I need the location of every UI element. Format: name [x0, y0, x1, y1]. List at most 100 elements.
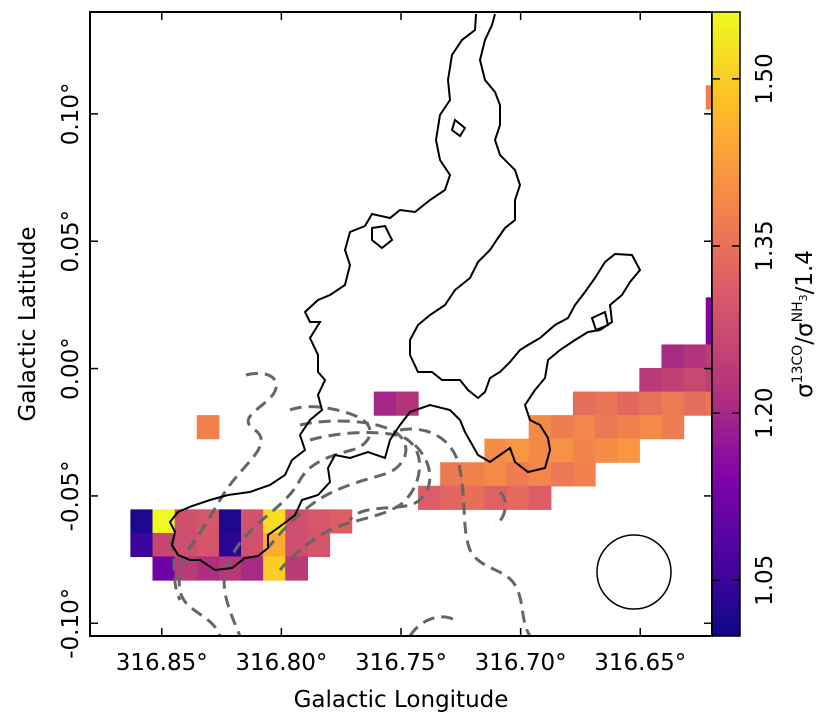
heatmap-cell	[130, 532, 154, 558]
dashed-contour-3	[266, 419, 408, 549]
heatmap-cell	[506, 462, 530, 487]
heatmap-cell	[550, 415, 574, 440]
y-tick-label: 0.00°	[58, 337, 84, 400]
heatmap-cell	[418, 485, 441, 510]
heatmap-cell	[484, 462, 508, 487]
heatmap-cell	[595, 438, 618, 463]
heatmap-cell	[196, 415, 220, 440]
beam-circle	[596, 534, 672, 610]
y-tick-label: 0.05°	[58, 210, 84, 273]
dashed-contour-2	[222, 405, 372, 636]
heatmap-cell	[130, 509, 154, 534]
heatmap-cell	[750, 321, 773, 345]
heatmap-cell	[241, 509, 264, 534]
heatmap-cell	[550, 438, 574, 463]
x-tick-label: 316.85°	[116, 650, 208, 676]
solid-contour-notch	[371, 224, 394, 250]
heatmap-cell	[617, 391, 640, 416]
colorbar: 1.05 1.20 1.35 1.50 σ13CO/σNH3/1.4	[711, 11, 818, 637]
heatmap-cell	[816, 156, 830, 180]
heatmap-cell	[152, 532, 176, 558]
x-axis-ticks: 316.85° 316.80° 316.75° 316.70° 316.65°	[116, 12, 686, 676]
heatmap-cell	[816, 132, 830, 156]
plot-area: 316.85° 316.80° 316.75° 316.70° 316.65° 0.10…	[58, 11, 830, 676]
heatmap-cell	[528, 415, 552, 440]
heatmap-cell	[794, 180, 817, 204]
heatmap-cell	[661, 391, 685, 416]
heatmap-cell	[196, 509, 220, 534]
colorbar-tick-label: 1.05	[752, 555, 778, 606]
heatmap-cell	[285, 556, 308, 581]
heatmap-cell	[506, 485, 530, 510]
y-axis-label: Galactic Latitude	[15, 226, 41, 421]
colorbar-gradient	[712, 12, 740, 636]
heatmap-cell	[285, 532, 308, 558]
heatmap-cell	[174, 509, 198, 534]
contour-lines	[168, 13, 642, 636]
heatmap-cell	[572, 438, 596, 463]
y-tick-label: -0.05°	[58, 460, 84, 531]
x-tick-label: 316.75°	[355, 650, 447, 676]
heatmap-cell	[794, 227, 817, 251]
heatmap-cell	[617, 438, 640, 463]
heatmap-cell	[750, 297, 773, 321]
x-tick-label: 316.70°	[475, 650, 567, 676]
solid-contour-main	[168, 13, 642, 572]
heatmap-cell	[440, 485, 463, 510]
heatmap-cell	[794, 203, 817, 227]
heatmap-cell	[152, 509, 176, 534]
colorbar-tick-label: 1.35	[752, 220, 778, 271]
heatmap-cell	[683, 391, 707, 416]
heatmap-cell	[528, 438, 552, 463]
solid-contour-inner	[450, 118, 467, 138]
heatmap-cell	[263, 556, 286, 581]
x-axis-label: Galactic Longitude	[294, 687, 509, 713]
heatmap-cell	[462, 485, 486, 510]
heatmap-cell	[395, 391, 419, 416]
heatmap-cell	[550, 462, 574, 487]
heatmap-cell	[639, 391, 663, 416]
dashed-contour-7	[494, 490, 507, 527]
y-axis-ticks: 0.10° 0.05° 0.00° -0.05° -0.10°	[58, 83, 712, 659]
heatmap-cell	[440, 462, 463, 487]
heatmap-cell	[241, 532, 264, 558]
heatmap-pixels	[130, 85, 830, 581]
heatmap-cell	[307, 509, 331, 534]
heatmap-cell	[528, 485, 552, 510]
colorbar-tick-label: 1.50	[752, 53, 778, 104]
heatmap-cell	[329, 509, 353, 534]
heatmap-cell	[639, 368, 663, 393]
heatmap-cell	[617, 415, 640, 440]
y-tick-label: 0.10°	[58, 83, 84, 146]
heatmap-cell	[174, 532, 198, 558]
heatmap-cell	[152, 556, 176, 581]
heatmap-cell	[218, 509, 242, 534]
heatmap-cell	[705, 320, 712, 346]
heatmap-cell	[572, 391, 596, 416]
heatmap-cell	[241, 556, 264, 581]
heatmap-cell	[661, 368, 685, 393]
colorbar-tick-label: 1.20	[752, 387, 778, 438]
solid-contour-arm-inner	[590, 310, 610, 332]
colorbar-label: σ13CO/σNH3/1.4	[790, 250, 818, 398]
heatmap-cell	[683, 344, 707, 369]
heatmap-cell	[661, 344, 685, 369]
y-tick-label: -0.10°	[58, 588, 84, 659]
heatmap-cell	[373, 391, 397, 416]
heatmap-cell	[816, 297, 830, 321]
heatmap-cell	[196, 532, 220, 558]
heatmap-cell	[750, 109, 773, 133]
heatmap-cell	[528, 462, 552, 487]
dashed-contour-5	[399, 427, 532, 636]
heatmap-cell	[307, 532, 331, 558]
heatmap-cell	[595, 391, 618, 416]
heatmap-cell	[705, 344, 712, 369]
heatmap-cell	[572, 415, 596, 440]
heatmap-cell	[595, 415, 618, 440]
heatmap-cell	[462, 462, 486, 487]
heatmap-cell	[263, 532, 286, 558]
dashed-contour-6	[348, 443, 432, 521]
heatmap-cell	[683, 368, 707, 393]
heatmap-cell	[705, 297, 712, 322]
